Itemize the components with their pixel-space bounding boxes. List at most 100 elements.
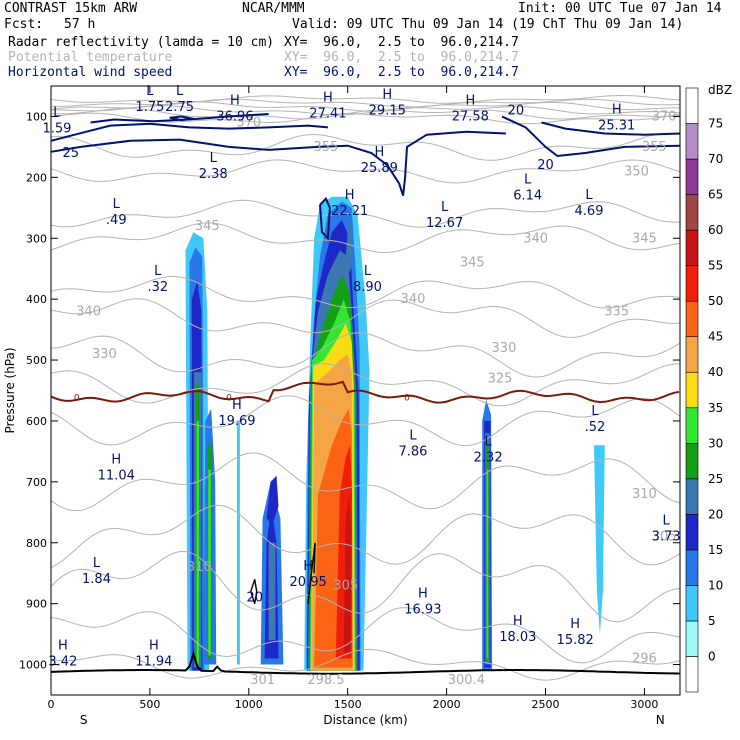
theta-label: 345 (632, 231, 657, 246)
theta-contour (50, 199, 681, 228)
extremum-type: H (513, 614, 523, 629)
x-tick-label: 0 (48, 698, 55, 711)
x-tick-label: 1500 (334, 698, 362, 711)
cell-far-east-5dbz (594, 445, 605, 635)
colorbar-swatch (685, 620, 699, 657)
extremum-value: 7.86 (398, 444, 427, 459)
extremum-value: 36.96 (216, 109, 253, 124)
theta-contour (50, 298, 681, 338)
extremum-type: H (612, 102, 622, 117)
theta-label: 300.4 (448, 673, 485, 688)
field-reflectivity-xy: XY= 96.0, 2.5 to 96.0,214.7 (284, 35, 519, 50)
cell-east-30dbz (486, 469, 489, 659)
colorbar-swatch (685, 442, 699, 480)
wind-contour (90, 113, 269, 124)
field-reflectivity-name: Radar reflectivity (lamda = 10 cm) (8, 35, 275, 50)
wind-label: 20 (508, 103, 525, 118)
theta-contour (50, 607, 681, 664)
extremum-value: 1.84 (82, 572, 111, 587)
zero-isotherm-label: 0 (404, 394, 410, 404)
y-tick-label: 800 (26, 537, 47, 550)
extremum-value: 2.75 (165, 100, 194, 115)
colorbar-swatch (685, 123, 699, 160)
theta-contour (50, 159, 681, 184)
wind-contour-small (250, 579, 258, 604)
plot-frame (50, 85, 681, 696)
x-axis-label: Distance (km) (323, 713, 407, 727)
extremum-type: H (323, 90, 333, 105)
colorbar-swatch (685, 194, 699, 231)
extremum-value: 3.42 (48, 654, 77, 669)
fcst-value: 57 h (64, 17, 96, 32)
extremum-value: 8.90 (353, 280, 382, 295)
colorbar-swatch (685, 514, 699, 551)
x-tick-label: 1000 (235, 698, 263, 711)
colorbar-swatch (685, 478, 699, 515)
x-tick-label: 500 (139, 698, 160, 711)
wind-label: 20 (246, 591, 263, 606)
wind-contour (541, 121, 681, 136)
extremum-type: H (58, 638, 68, 653)
extremum-value: 27.41 (309, 106, 346, 121)
zero-isotherm: 0 0 0 (50, 380, 680, 404)
extremum-value: 27.58 (452, 109, 489, 124)
wind-contour (169, 115, 194, 122)
colorbar-swatch (685, 300, 699, 338)
theta-contour (50, 395, 681, 447)
theta-label: 340 (76, 304, 101, 319)
wind-label: 20 (537, 158, 554, 173)
extremum-value: 2.32 (474, 450, 503, 465)
extremum-type: H (345, 188, 355, 203)
wind-contour (319, 196, 331, 241)
wind-contour-small (307, 542, 316, 604)
theta-label: 325 (488, 371, 513, 386)
theta-contour (50, 132, 681, 161)
extremum-type: L (364, 264, 372, 279)
extremum-value: 4.69 (575, 204, 604, 219)
colorbar-swatch (685, 585, 699, 622)
init-time: Init: 00 UTC Tue 07 Jan 14 (518, 1, 722, 16)
colorbar-level: 10 (708, 578, 723, 592)
extremum-value: 20.95 (290, 575, 327, 590)
extremum-value: 22.21 (331, 204, 368, 219)
colorbar-level: 60 (708, 223, 723, 237)
colorbar-swatch (685, 336, 699, 373)
cell-west-30dbz (196, 420, 199, 665)
field-wind-xy: XY= 96.0, 2.5 to 96.0,214.7 (284, 65, 519, 80)
colorbar-level: 15 (708, 543, 723, 557)
extremum-type: L (524, 173, 532, 188)
theta-contour (50, 504, 681, 569)
wind-contour (501, 115, 681, 158)
x-tick-label: 2000 (433, 698, 461, 711)
org-title: NCAR/MMM (242, 1, 305, 16)
model-title: CONTRAST 15km ARW (4, 1, 138, 16)
theta-label: 305 (333, 578, 358, 593)
colorbar-level: 30 (708, 436, 723, 450)
theta-contour (50, 222, 681, 254)
colorbar-level: 5 (708, 614, 716, 628)
field-wind-name: Horizontal wind speed (8, 65, 173, 80)
x-end-label-left: S (80, 713, 88, 727)
wind-label: 25 (63, 146, 80, 161)
potential-temperature-contours (50, 94, 681, 681)
extremum-type: L (53, 106, 61, 121)
theta-label: 340 (401, 292, 426, 307)
y-tick-label: 600 (26, 415, 47, 428)
theta-contour (51, 98, 681, 108)
extremum-value: 29.15 (369, 103, 406, 118)
y-tick-label: 500 (26, 354, 47, 367)
extremum-value: .49 (106, 213, 127, 228)
extremum-value: 11.94 (135, 654, 172, 669)
y-tick-label: 1000 (19, 659, 47, 672)
colorbar-swatch (685, 87, 699, 124)
y-tick-label: 700 (26, 476, 47, 489)
extremum-type: L (176, 84, 184, 99)
theta-contour (50, 104, 681, 116)
extremum-value: 12.67 (426, 216, 463, 231)
extremum-type: L (93, 556, 101, 571)
theta-label: 330 (92, 347, 117, 362)
extremum-value: 11.04 (98, 469, 135, 484)
extremum-type: L (154, 264, 162, 279)
extremum-value: .52 (585, 420, 606, 435)
